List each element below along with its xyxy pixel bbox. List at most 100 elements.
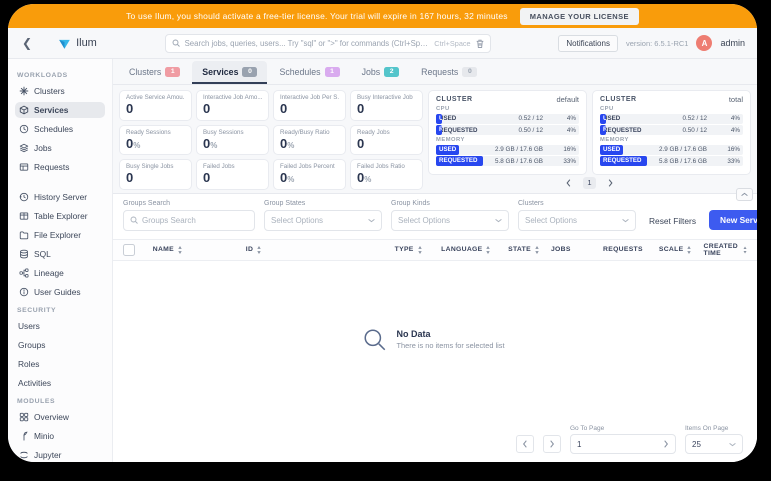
user-name[interactable]: admin (720, 38, 745, 48)
stat-value: 0 (357, 135, 365, 151)
tab-badge: 2 (384, 66, 400, 77)
sidebar-item-label: Activities (18, 378, 52, 388)
stat-card: Busy Interactive Job 0 (350, 90, 423, 121)
tab-badge: 0 (242, 66, 258, 77)
stat-title: Busy Interactive Job (357, 94, 413, 101)
collapse-panel-button[interactable] (736, 188, 753, 201)
history-server-icon (19, 192, 29, 202)
sidebar-item-clusters[interactable]: Clusters (15, 83, 105, 99)
brand[interactable]: Ilum (58, 37, 97, 50)
sidebar-item-schedules[interactable]: Schedules (15, 121, 105, 137)
reset-filters-button[interactable]: Reset Filters (649, 215, 697, 226)
sidebar-item-history-server[interactable]: History Server (15, 189, 105, 205)
sidebar-item-users[interactable]: Users (15, 318, 105, 334)
stat-card: Interactive Job Per S... 0 (273, 90, 346, 121)
sidebar-item-file-explorer[interactable]: File Explorer (15, 227, 105, 243)
sidebar-item-activities[interactable]: Activities (15, 375, 105, 391)
stat-card: Failed Jobs Ratio 0% (350, 159, 423, 190)
go-to-page-input[interactable]: 1 (570, 434, 676, 454)
cluster-name: default (556, 95, 579, 104)
column-header-language[interactable]: LANGUAGE (441, 245, 508, 254)
sidebar-section-security: SECURITY (17, 307, 57, 314)
select-placeholder: Select Options (271, 215, 324, 225)
column-header-scale[interactable]: SCALE (659, 245, 704, 254)
go-to-page-value: 1 (577, 439, 582, 449)
group-states-select[interactable]: Select Options (264, 209, 382, 231)
license-banner-text: To use Ilum, you should activate a free-… (126, 11, 508, 21)
column-header-requests[interactable]: REQUESTS (603, 246, 643, 253)
sidebar-item-requests[interactable]: Requests (15, 159, 105, 175)
stat-title: Ready Jobs (357, 128, 390, 136)
select-placeholder: Select Options (525, 215, 578, 225)
cluster-pager: 1 (428, 175, 751, 190)
notifications-button[interactable]: Notifications (558, 34, 618, 52)
sidebar-item-overview[interactable]: Overview (15, 409, 105, 425)
sidebar-item-services[interactable]: Services (15, 102, 105, 118)
clusters-select[interactable]: Select Options (518, 209, 636, 231)
stat-value: 0% (203, 135, 218, 151)
back-button[interactable]: ❮ (22, 36, 33, 50)
memory-requested-bar: REQUESTED REQUESTED 5.8 GB / 17.6 GB 33% (436, 156, 579, 166)
group-kinds-select[interactable]: Select Options (391, 209, 509, 231)
cluster-pager-page[interactable]: 1 (583, 176, 596, 189)
next-page-button[interactable] (543, 435, 561, 453)
trash-icon[interactable] (476, 39, 484, 48)
input-placeholder: Groups Search (142, 215, 196, 225)
sidebar-item-lineage[interactable]: Lineage (15, 265, 105, 281)
chevron-up-icon (741, 192, 748, 197)
column-header-jobs[interactable]: JOBS (550, 246, 571, 253)
select-all-cell (123, 243, 153, 256)
sort-icon (486, 245, 491, 254)
select-all-checkbox[interactable] (123, 243, 135, 256)
sidebar-item-jobs[interactable]: Jobs (15, 140, 105, 156)
memory-label: MEMORY (436, 137, 465, 143)
column-header-created-time[interactable]: CREATED TIME (704, 243, 747, 257)
license-banner: To use Ilum, you should activate a free-… (8, 4, 757, 28)
global-search-input[interactable]: Search jobs, queries, users... Try "sql"… (164, 33, 491, 53)
sidebar-item-table-explorer[interactable]: Table Explorer (15, 208, 105, 224)
lineage-icon (19, 268, 29, 278)
go-icon[interactable] (663, 440, 669, 448)
tab-jobs[interactable]: Jobs 2 (352, 61, 410, 84)
sidebar-item-sql[interactable]: SQL (15, 246, 105, 262)
column-header-state[interactable]: STATE (508, 245, 551, 254)
column-header-name[interactable]: NAME (153, 245, 246, 254)
sidebar-item-user-guides[interactable]: User Guides (15, 284, 105, 300)
tab-services[interactable]: Services 0 (192, 61, 268, 84)
sidebar-item-label: Minio (34, 431, 55, 441)
cluster-pager-next-button[interactable] (607, 178, 614, 187)
sidebar-item-roles[interactable]: Roles (15, 356, 105, 372)
filters-row: Groups Search Groups Search Group States… (113, 194, 757, 239)
no-data-magnifier-icon (363, 329, 385, 351)
workload-tabs: Clusters 1 Services 0 Schedules 1 Jobs 2… (113, 59, 757, 85)
groups-search-input[interactable]: Groups Search (123, 209, 255, 231)
cpu-requested-bar: REQUESTED REQUESTED 0.50 / 12 4% (600, 125, 743, 135)
groups-search-label: Groups Search (123, 200, 171, 207)
manage-license-button[interactable]: MANAGE YOUR LICENSE (519, 7, 639, 25)
stat-title: Busy Single Jobs (126, 163, 174, 171)
cluster-pager-prev-button[interactable] (565, 178, 572, 187)
tab-requests[interactable]: Requests 0 (411, 61, 487, 84)
go-to-page-group: Go To Page 1 (570, 425, 676, 454)
stat-value: 0 (126, 170, 134, 186)
tab-clusters[interactable]: Clusters 1 (119, 61, 190, 84)
tab-schedules[interactable]: Schedules 1 (269, 61, 349, 84)
cpu-label: CPU (600, 106, 614, 112)
column-header-type[interactable]: TYPE (395, 245, 442, 254)
sidebar-item-groups[interactable]: Groups (15, 337, 105, 353)
new-service-button[interactable]: New Service + (709, 209, 757, 230)
user-avatar[interactable]: A (696, 35, 713, 51)
sidebar-item-minio[interactable]: Minio (15, 428, 105, 444)
services-panel: Groups Search Groups Search Group States… (113, 188, 757, 462)
sidebar-item-label: Schedules (34, 124, 74, 134)
items-per-page-select[interactable]: 25 (685, 434, 743, 454)
prev-page-button[interactable] (516, 435, 534, 453)
sidebar: WORKLOADS Clusters Services Schedules Jo… (8, 59, 113, 462)
cluster-heading: CLUSTER (436, 96, 473, 103)
services-table-header: NAME ID TYPE LANGUAGE STATE JOBS REQUEST… (113, 238, 757, 261)
items-on-page-label: Items On Page (685, 425, 729, 432)
services-table-body: No Data There is no items for selected l… (113, 261, 757, 421)
stat-value: 0 (203, 101, 211, 116)
sidebar-item-jupyter[interactable]: Jupyter (15, 447, 105, 462)
column-header-id[interactable]: ID (246, 245, 395, 254)
